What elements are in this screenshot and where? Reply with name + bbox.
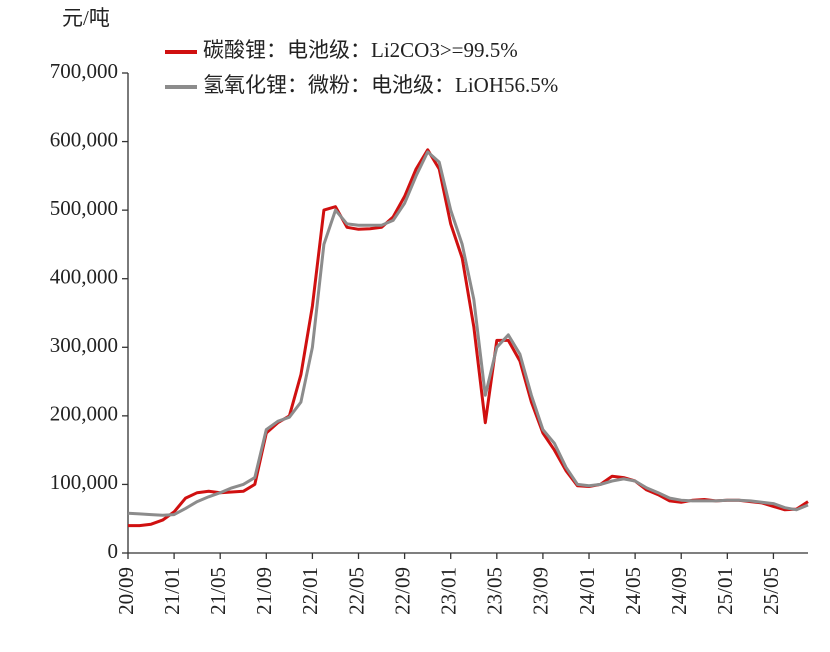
x-tick-label: 22/05 [344, 567, 368, 615]
legend-label: 氢氧化锂：微粉：电池级：LiOH56.5% [203, 73, 558, 97]
x-tick-label: 23/09 [529, 567, 553, 615]
x-tick-label: 21/01 [160, 567, 184, 615]
x-tick-label: 22/01 [298, 567, 322, 615]
x-tick-label: 25/01 [713, 567, 737, 615]
x-tick-label: 24/01 [575, 567, 599, 615]
y-tick-label: 100,000 [50, 470, 118, 494]
x-tick-label: 23/01 [437, 567, 461, 615]
y-tick-label: 500,000 [50, 196, 118, 220]
x-tick-label: 24/09 [667, 567, 691, 615]
x-tick-label: 23/05 [483, 567, 507, 615]
x-tick-label: 22/09 [390, 567, 414, 615]
y-tick-label: 400,000 [50, 265, 118, 289]
x-tick-label: 21/09 [252, 567, 276, 615]
y-tick-label: 300,000 [50, 333, 118, 357]
x-tick-label: 24/05 [621, 567, 645, 615]
y-tick-label: 200,000 [50, 402, 118, 426]
y-tick-label: 0 [108, 539, 119, 563]
line-series [128, 148, 809, 528]
x-tick-label: 25/05 [759, 567, 783, 615]
line-series [127, 150, 809, 517]
y-tick-label: 700,000 [50, 59, 118, 83]
y-tick-label: 600,000 [50, 127, 118, 151]
y-axis-label: 元/吨 [62, 6, 110, 30]
x-tick-label: 21/05 [206, 567, 230, 615]
legend-label: 碳酸锂：电池级：Li2CO3>=99.5% [203, 38, 518, 62]
x-tick-label: 20/09 [114, 567, 138, 615]
